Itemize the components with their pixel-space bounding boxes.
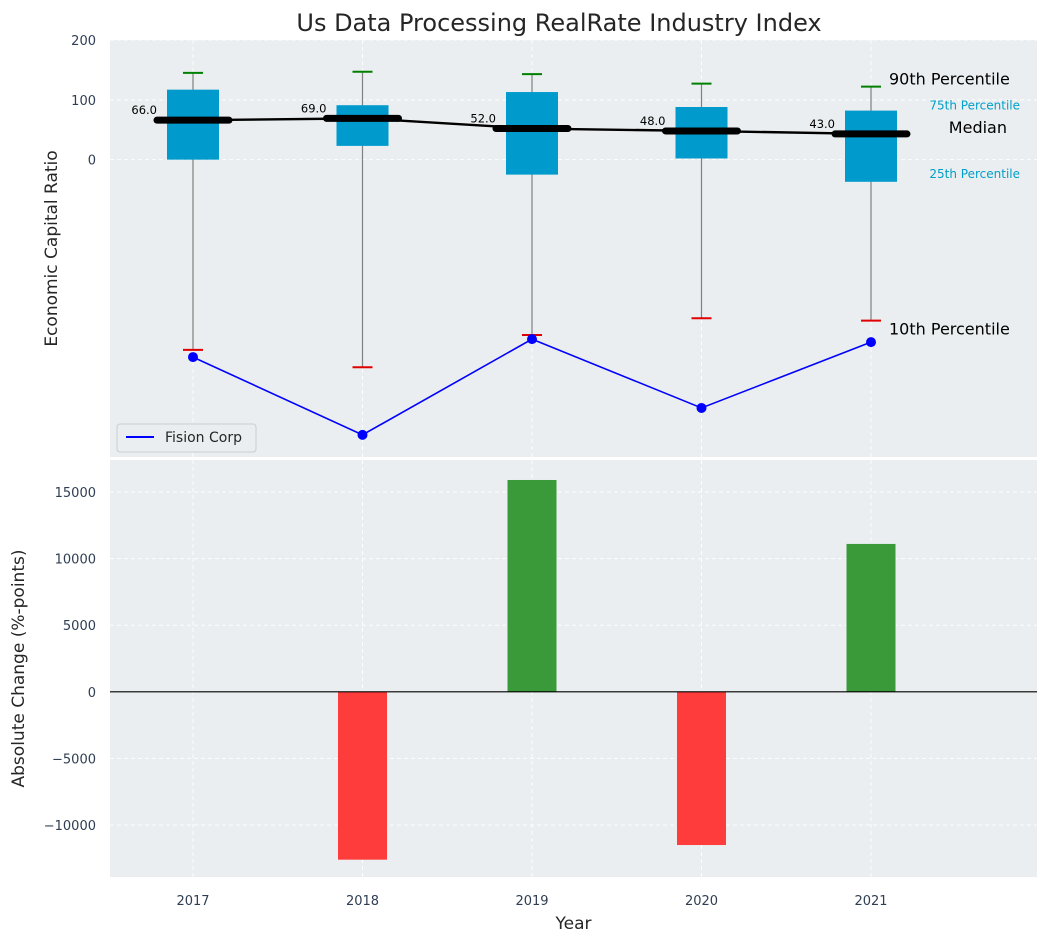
- iqr-box: [336, 105, 389, 146]
- change-bars: [338, 479, 896, 860]
- series-point: [527, 334, 537, 345]
- change-bar: [677, 691, 726, 846]
- top-y-tick-label: 100: [71, 94, 96, 109]
- change-bar: [846, 543, 896, 692]
- series-point: [866, 337, 876, 348]
- x-tick-label: 2021: [854, 894, 887, 909]
- bottom-y-tick-label: 15000: [55, 486, 96, 501]
- median-trend-line: [192, 117, 872, 136]
- annotation-90th: 90th Percentile: [889, 70, 1010, 89]
- percentile-annotations: 90th Percentile 75th Percentile Median 25th…: [889, 70, 1020, 339]
- annotation-25th: 25th Percentile: [929, 167, 1020, 181]
- x-tick-label: 2017: [176, 894, 209, 909]
- top-y-tick-label: 0: [88, 154, 96, 169]
- top-y-ticks: 200 100 0: [71, 34, 96, 169]
- annotation-10th: 10th Percentile: [889, 320, 1010, 339]
- iqr-box: [845, 110, 897, 182]
- top-y-axis-title: Economic Capital Ratio: [42, 150, 62, 346]
- series-point: [357, 429, 368, 440]
- bottom-y-tick-label: 0: [88, 686, 96, 701]
- x-tick-label: 2018: [346, 894, 379, 909]
- median-value-label: 66.0: [131, 103, 157, 117]
- bottom-y-tick-label: −10000: [44, 819, 96, 834]
- top-plot-area: [110, 40, 1037, 457]
- annotation-median: Median: [949, 118, 1007, 137]
- x-tick-label: 2020: [685, 894, 718, 909]
- median-value-label: 48.0: [640, 114, 666, 128]
- box-plots: 66.0 69.0 52.0 48.0 43.0: [131, 70, 911, 369]
- series-fision-corp: [188, 334, 876, 440]
- bottom-y-axis-title: Absolute Change (%-points): [9, 550, 29, 788]
- change-bar: [338, 691, 387, 860]
- bottom-y-tick-label: −5000: [52, 752, 96, 767]
- series-point: [188, 352, 198, 363]
- median-value-label: 69.0: [301, 101, 327, 115]
- top-y-tick-label: 200: [71, 34, 96, 49]
- bottom-y-tick-label: 10000: [55, 553, 96, 568]
- bottom-plot-area: [110, 460, 1037, 877]
- iqr-box: [506, 92, 558, 175]
- bottom-y-tick-label: 5000: [63, 619, 96, 634]
- annotation-75th: 75th Percentile: [929, 99, 1020, 113]
- x-tick-label: 2019: [515, 894, 548, 909]
- legend-box: [116, 423, 257, 453]
- legend-label: Fision Corp: [165, 430, 242, 446]
- legend[interactable]: Fision Corp: [116, 423, 257, 453]
- median-value-label: 43.0: [809, 117, 835, 131]
- x-ticks: 2017 2018 2019 2020 2021: [176, 894, 887, 909]
- median-value-label: 52.0: [470, 112, 496, 126]
- iqr-box: [167, 89, 219, 160]
- change-bar: [507, 479, 557, 692]
- chart-title: Us Data Processing RealRate Industry Ind…: [296, 9, 821, 37]
- series-point: [696, 402, 707, 413]
- top-panel: 66.0 69.0 52.0 48.0 43.0 90th Percentile 75th…: [42, 34, 1037, 457]
- x-axis-title: Year: [555, 914, 592, 934]
- bottom-y-ticks: 15000 10000 5000 0 −5000 −10000: [44, 486, 96, 834]
